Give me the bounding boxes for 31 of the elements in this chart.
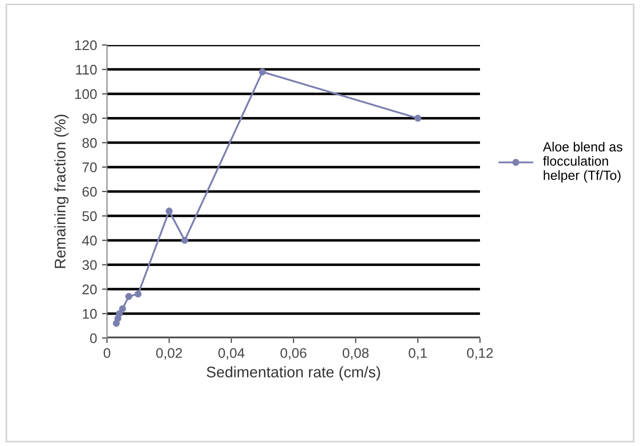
point [119, 305, 126, 312]
y-tick-label: 110 [76, 64, 97, 75]
point [414, 114, 422, 122]
y-tick-label: 20 [82, 284, 97, 294]
x-tick-label: 0 [104, 348, 110, 358]
x-tick-label: 0,12 [467, 348, 493, 360]
x-tick-label: 0,1 [408, 348, 427, 360]
y-tick-label: 80 [82, 138, 97, 148]
y-tick-label: 50 [82, 211, 97, 222]
legend-label: Aloe blend as flocculation helper (Tf/To) [542, 142, 622, 183]
point [166, 208, 173, 215]
x-axis-title: Sedimentation rate (cm/s) [206, 366, 380, 380]
y-tick-label: 40 [82, 236, 97, 246]
x-tick-label: 0,02 [156, 348, 182, 360]
y-tick-label: 90 [82, 114, 97, 124]
y-tick-label: 0 [90, 333, 97, 344]
point [258, 68, 266, 76]
point [116, 310, 123, 318]
x-tick-label: 0,06 [280, 348, 306, 360]
y-tick-label: 120 [75, 40, 97, 50]
y-axis-title: Remaining fraction (%) [54, 114, 69, 268]
x-tick-label: 0,04 [218, 348, 244, 360]
y-tick-label: 10 [82, 308, 97, 319]
point [181, 236, 188, 244]
y-tick-label: 60 [82, 186, 97, 197]
y-tick-label: 100 [75, 89, 97, 100]
y-tick-label: 70 [82, 162, 97, 172]
y-tick-label: 30 [82, 260, 97, 270]
point [134, 290, 142, 298]
point [125, 293, 132, 300]
x-tick-label: 0,08 [342, 348, 369, 360]
